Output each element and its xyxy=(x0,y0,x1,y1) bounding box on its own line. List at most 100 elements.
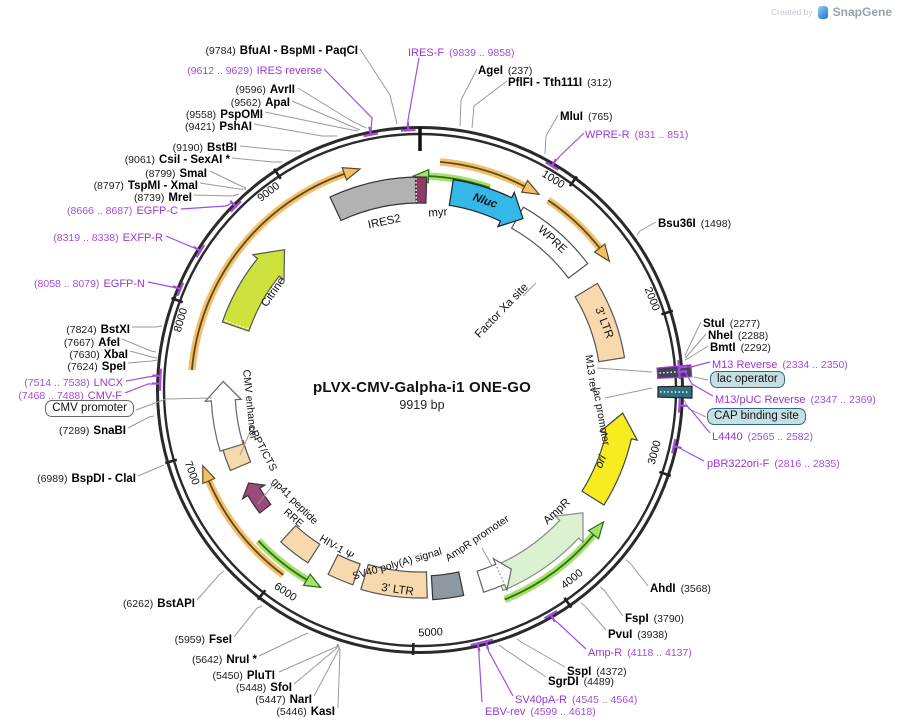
leader-line xyxy=(293,643,339,685)
orf-arrow-orange-head xyxy=(202,464,216,485)
boxed-label-cap-binding-site[interactable]: CAP binding site xyxy=(707,408,806,426)
primer-site-tick-cap xyxy=(677,364,681,380)
feature-label-3ltr-bottom[interactable]: 3' LTR xyxy=(380,582,414,598)
primer-label-ebv-rev[interactable]: EBV-rev (4599 .. 4618) xyxy=(485,706,596,718)
site-label-avrii[interactable]: (9596) AvrII xyxy=(235,84,296,96)
primer-site-tick-cap xyxy=(671,438,677,454)
primer-label-egfp-n[interactable]: (8058 .. 8079) EGFP-N xyxy=(34,278,145,290)
primer-leader-line xyxy=(147,281,177,289)
orf-arrow-green-head xyxy=(302,573,323,589)
primer-site-tick-cap xyxy=(363,132,379,138)
boxed-label-lac-operator[interactable]: lac operator xyxy=(710,371,785,389)
site-label-sgrdi[interactable]: SgrDI (4489) xyxy=(548,676,615,688)
primer-site-tick-cap xyxy=(677,398,681,413)
site-label-bmti[interactable]: BmtI (2292) xyxy=(710,342,771,354)
primer-label-ires-reverse[interactable]: (9612 .. 9629) IRES reverse xyxy=(187,65,322,77)
feature-label-ori[interactable]: ori xyxy=(593,453,609,470)
leader-line xyxy=(516,638,566,668)
boxed-label-cmv-promoter[interactable]: CMV promoter xyxy=(45,400,134,418)
leader-line xyxy=(132,325,163,328)
site-label-bspdi-clai[interactable]: (6989) BspDI - ClaI xyxy=(37,473,136,485)
feature-hiv1-psi xyxy=(327,553,361,586)
site-label-pspomi[interactable]: (9558) PspOMI xyxy=(185,109,263,121)
feature-sv40-polya-signal xyxy=(430,571,465,601)
watermark-brand: SnapGene xyxy=(832,5,892,19)
primer-label-egfp-c[interactable]: (8666 .. 8687) EGFP-C xyxy=(67,205,178,217)
site-label-apai[interactable]: (9562) ApaI xyxy=(230,97,290,109)
site-label-nhei[interactable]: NheI (2288) xyxy=(708,330,769,342)
primer-label-m13-reverse[interactable]: M13 Reverse (2334 .. 2350) xyxy=(712,359,848,371)
tick-label-3000: 3000 xyxy=(646,439,664,466)
primer-label-lncx[interactable]: (7514 .. 7538) LNCX xyxy=(24,377,123,389)
site-label-bstxi[interactable]: (7824) BstXI xyxy=(66,324,130,336)
feature-label-ires2[interactable]: IRES2 xyxy=(367,213,402,232)
plasmid-title-block: pLVX-CMV-Galpha-i1 ONE-GO 9919 bp xyxy=(252,379,592,412)
site-label-kasi[interactable]: (5446) KasI xyxy=(276,706,335,718)
feature-label-m13-rev[interactable]: M13 rev xyxy=(582,354,599,394)
orf-arrow-orange xyxy=(547,199,602,250)
site-label-pluti[interactable]: (5450) PluTI xyxy=(212,670,275,682)
site-label-nari[interactable]: (5447) NarI xyxy=(255,694,312,706)
site-label-csii-sexai[interactable]: (9061) CsiI - SexAI * xyxy=(124,154,230,166)
site-label-bfuai-bspmi-paqci[interactable]: (9784) BfuAI - BspMI - PaqCI xyxy=(205,45,358,57)
leader-line xyxy=(264,111,359,132)
site-label-bsu36i[interactable]: Bsu36I (1498) xyxy=(658,218,732,230)
site-label-mrei[interactable]: (8739) MreI xyxy=(133,192,192,204)
leader-line xyxy=(209,170,247,189)
site-label-snabi[interactable]: (7289) SnaBI xyxy=(59,425,126,437)
site-label-spei[interactable]: (7624) SpeI xyxy=(67,361,126,373)
site-label-smai[interactable]: (8799) SmaI xyxy=(145,168,207,180)
primer-label-wpre-r[interactable]: WPRE-R (831 .. 851) xyxy=(585,129,689,141)
feature-label-ampr-promoter[interactable]: AmpR promoter xyxy=(443,513,512,565)
snapgene-logo-icon xyxy=(817,5,828,19)
watermark-created-by: Created by xyxy=(771,7,813,17)
primer-label-ires-f[interactable]: IRES-F (9839 .. 9858) xyxy=(408,47,515,59)
site-label-nrui[interactable]: (5642) NruI * xyxy=(191,654,257,666)
site-label-ahdi[interactable]: AhdI (3568) xyxy=(650,583,711,595)
leader-line xyxy=(359,48,398,125)
primer-label-exfp-r[interactable]: (8319 .. 8338) EXFP-R xyxy=(53,232,163,244)
site-label-sspi[interactable]: SspI (4372) xyxy=(567,666,627,678)
primer-label-m13-puc-reverse[interactable]: M13/pUC Reverse (2347 .. 2369) xyxy=(715,394,876,406)
orf-arrow-orange-head xyxy=(341,167,362,182)
site-label-pvui[interactable]: PvuI (3938) xyxy=(608,629,668,641)
site-label-bstbi[interactable]: (9190) BstBI xyxy=(172,142,237,154)
site-label-stui[interactable]: StuI (2277) xyxy=(703,318,761,330)
primer-leader-line xyxy=(180,202,233,210)
feature-label-myr[interactable]: myr xyxy=(428,206,448,219)
leader-line xyxy=(193,193,240,197)
feature-gp41-peptide xyxy=(241,482,272,514)
site-label-xbai[interactable]: (7630) XbaI xyxy=(69,349,128,361)
primer-label-pbr322ori-f[interactable]: pBR322ori-F (2816 .. 2835) xyxy=(707,458,840,470)
feature-label-factor-xa-site[interactable]: Factor Xa site xyxy=(473,281,531,340)
tick-6000 xyxy=(256,589,267,601)
site-label-bstapi[interactable]: (6262) BstAPI xyxy=(122,598,195,610)
primer-leader-line xyxy=(407,57,420,126)
site-label-sfoi[interactable]: (5448) SfoI xyxy=(235,682,292,694)
site-label-afei[interactable]: (7667) AfeI xyxy=(63,337,120,349)
site-label-tspmi-xmai[interactable]: (8797) TspMI - XmaI xyxy=(93,180,198,192)
orf-arrow-green-head xyxy=(587,520,605,540)
primer-label-cmv-f[interactable]: (7468 .. 7488) CMV-F xyxy=(18,390,122,402)
site-label-agei[interactable]: AgeI (237) xyxy=(478,65,533,77)
primer-label-sv40pa-r[interactable]: SV40pA-R (4545 .. 4564) xyxy=(515,694,638,706)
primer-leader-line xyxy=(165,235,197,249)
leader-line xyxy=(257,485,273,505)
primer-label-l4440[interactable]: L4440 (2565 .. 2582) xyxy=(712,431,813,443)
leader-line xyxy=(481,547,493,567)
leader-line xyxy=(599,586,624,617)
orf-arrow-orange xyxy=(439,161,527,188)
primer-leader-line xyxy=(684,361,711,368)
site-label-mlui[interactable]: MluI (765) xyxy=(560,111,613,123)
feature-label-lac-promoter[interactable]: lac promoter xyxy=(590,387,612,447)
tick-8000 xyxy=(171,296,184,304)
site-label-fspi[interactable]: FspI (3790) xyxy=(625,613,684,625)
leader-line xyxy=(137,464,165,477)
primer-label-amp-r[interactable]: Amp-R (4118 .. 4137) xyxy=(588,647,692,659)
site-label-fsei[interactable]: (5959) FseI xyxy=(174,634,232,646)
site-label-pflfi-tth111i[interactable]: PflFI - Tth111I (312) xyxy=(508,77,612,89)
leader-line xyxy=(471,80,508,129)
site-label-pshai[interactable]: (9421) PshAI xyxy=(185,121,252,133)
